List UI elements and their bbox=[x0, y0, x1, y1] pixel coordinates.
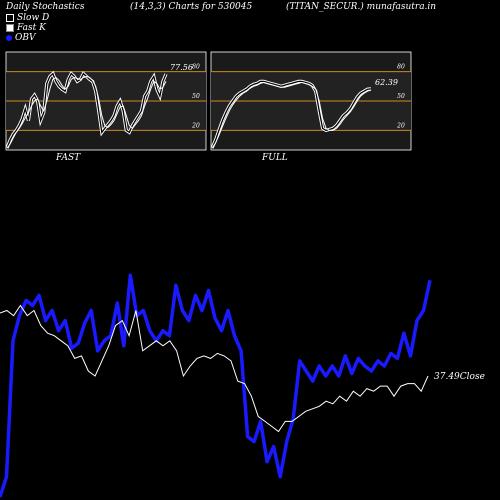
legend-swatch-fast-k bbox=[6, 23, 14, 32]
panel-fast-last-value: 77.56 bbox=[170, 63, 193, 72]
chart-title-center: (14,3,3) Charts for 530045 bbox=[130, 2, 253, 12]
panel-full-tick-label: 50 bbox=[397, 93, 405, 100]
chart-title-left: Daily Stochastics bbox=[6, 2, 85, 12]
close-last-value: 37.49Close bbox=[434, 372, 485, 382]
panel-full-line-slow-d bbox=[211, 81, 372, 149]
panel-full-last-value: 62.39 bbox=[375, 78, 398, 87]
panel-fast-tick-label: 80 bbox=[192, 64, 200, 71]
panel-title-full: FULL bbox=[262, 153, 288, 163]
panel-full-line-fast-k bbox=[211, 80, 372, 149]
legend-swatch-slow-d bbox=[6, 13, 14, 22]
close-line bbox=[0, 304, 429, 433]
legend-label-slow-d: Slow D bbox=[17, 13, 50, 23]
obv-line bbox=[0, 273, 432, 498]
panel-full-tick-label: 20 bbox=[396, 122, 405, 129]
panel-title-fast: FAST bbox=[56, 153, 81, 163]
chart-title-right: (TITAN_SECUR.) munafasutra.in bbox=[286, 2, 437, 12]
legend-label-obv: OBV bbox=[15, 33, 36, 43]
panel-fast-line-slow-d bbox=[6, 75, 167, 149]
panel-full-tick-label: 80 bbox=[397, 64, 405, 71]
legend-item-slow-d: Slow D bbox=[6, 13, 49, 23]
legend-label-fast-k: Fast K bbox=[17, 23, 46, 33]
legend-swatch-obv bbox=[6, 34, 12, 41]
panel-fast-tick-label: 50 bbox=[192, 93, 200, 100]
panel-fast-tick-label: 20 bbox=[191, 122, 200, 129]
legend-item-fast-k: Fast K bbox=[6, 23, 46, 33]
legend-item-obv: OBV bbox=[6, 33, 36, 43]
